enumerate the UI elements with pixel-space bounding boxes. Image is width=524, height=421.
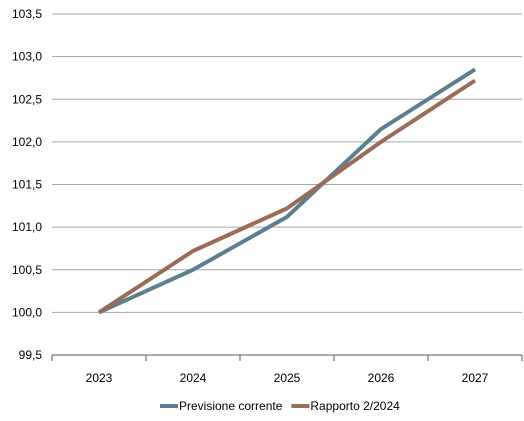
series-line-2	[97, 78, 477, 315]
y-tick-label: 100,5	[12, 263, 42, 277]
series-line-1	[98, 67, 477, 315]
y-tick-label: 102,0	[12, 135, 42, 149]
y-tick-label: 99,5	[19, 348, 43, 362]
x-tick-label: 2027	[462, 371, 489, 385]
y-tick-label: 101,0	[12, 220, 42, 234]
y-tick-label: 100,0	[12, 305, 42, 319]
x-axis	[51, 354, 523, 361]
x-tick-label: 2025	[274, 371, 301, 385]
x-tick-label: 2024	[180, 371, 207, 385]
y-tick-label: 103,5	[12, 7, 42, 21]
y-tick-label: 103,0	[12, 50, 42, 64]
y-tick-label: 102,5	[12, 92, 42, 106]
legend-label-2: Rapporto 2/2024	[310, 399, 400, 413]
series-lines	[97, 67, 477, 315]
y-axis-ticks: 99,5 100,0 100,5 101,0 101,5 102,0 102,5 103,0 1…	[12, 7, 42, 362]
legend: Previsione corrente Rapporto 2/2024	[160, 399, 400, 413]
gridlines	[52, 13, 522, 313]
x-axis-ticks: 2023 2024 2025 2026 2027	[86, 371, 489, 385]
y-tick-label: 101,5	[12, 178, 42, 192]
legend-label-1: Previsione corrente	[179, 399, 283, 413]
x-tick-label: 2026	[368, 371, 395, 385]
x-tick-label: 2023	[86, 371, 113, 385]
